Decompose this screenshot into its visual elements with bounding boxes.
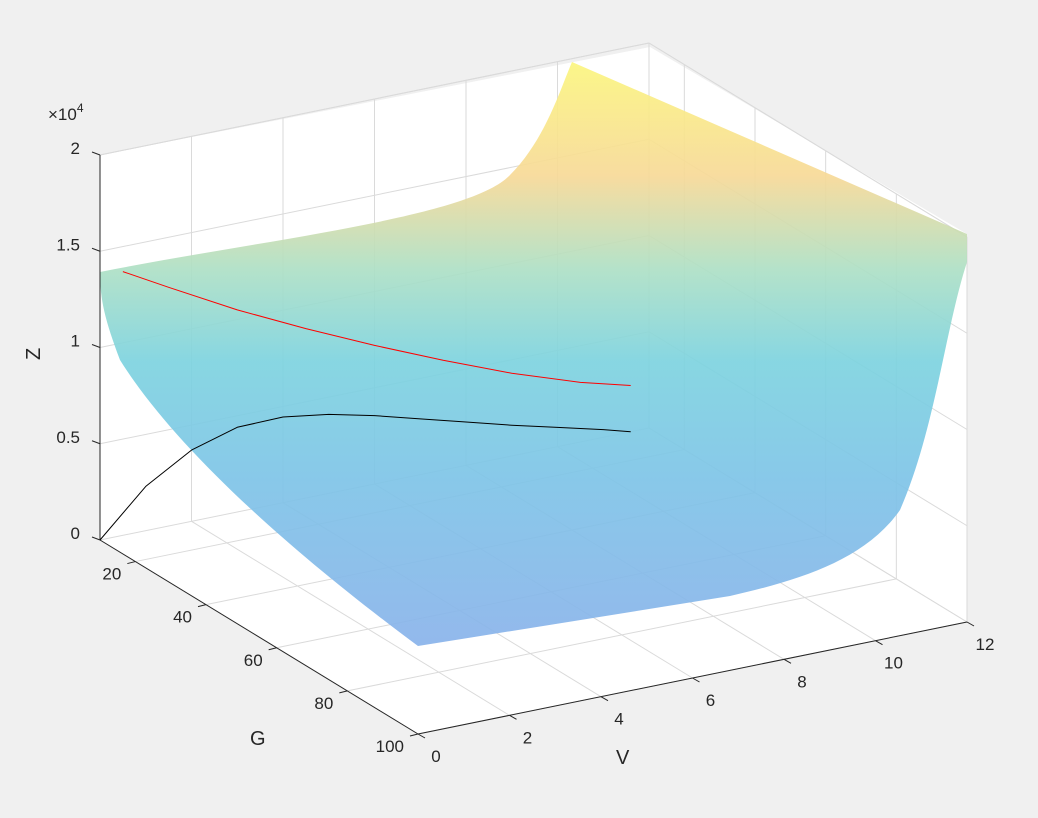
x-tick-mark bbox=[966, 621, 975, 627]
y-tick-mark bbox=[197, 604, 207, 608]
z-tick-mark bbox=[91, 247, 101, 252]
x-tick-mark bbox=[417, 733, 426, 739]
x-tick-label: 12 bbox=[976, 635, 995, 654]
y-tick-label: 100 bbox=[376, 737, 404, 756]
box-edge bbox=[99, 42, 650, 156]
y-tick-label: 80 bbox=[314, 694, 333, 713]
grid-line-g bbox=[347, 578, 897, 692]
series-curve-2 bbox=[99, 413, 631, 541]
z-tick-mark bbox=[91, 344, 101, 348]
z-tick-mark bbox=[91, 151, 101, 156]
series-curve-1 bbox=[122, 271, 631, 387]
x-tick-label: 8 bbox=[797, 672, 806, 691]
z-tick-label: 1.5 bbox=[56, 235, 80, 254]
z-exponent-power: 4 bbox=[77, 101, 84, 115]
y-tick-label: 40 bbox=[173, 608, 192, 627]
y-tick-mark bbox=[127, 561, 136, 565]
z-exponent-label: ×104 bbox=[48, 101, 84, 124]
z-tick-label: 1 bbox=[71, 332, 80, 351]
x-tick-label: 4 bbox=[614, 710, 623, 729]
tick-labels: 0 2 4 6 8 10 12 20 40 60 80 100 0 0.5 1 1.5 2 bbox=[56, 139, 994, 766]
z-tick-label: 0.5 bbox=[56, 428, 80, 447]
x-tick-label: 2 bbox=[523, 728, 532, 747]
y-tick-label: 20 bbox=[102, 565, 121, 584]
y-tick-mark bbox=[409, 733, 419, 737]
x-tick-label: 6 bbox=[706, 691, 715, 710]
surface bbox=[100, 62, 967, 646]
x-tick-mark bbox=[509, 714, 517, 720]
z-tick-label: 0 bbox=[71, 524, 80, 543]
box-edge bbox=[648, 42, 968, 238]
x-tick-mark bbox=[692, 677, 700, 683]
axes bbox=[91, 151, 975, 739]
z-tick-mark bbox=[91, 536, 101, 541]
z-tick-mark bbox=[91, 440, 101, 445]
x-tick-mark bbox=[600, 696, 609, 702]
x-tick-label: 0 bbox=[431, 747, 440, 766]
z-tick-label: 2 bbox=[71, 139, 80, 158]
y-axis-line bbox=[99, 539, 419, 735]
y-tick-mark bbox=[268, 647, 277, 651]
y-tick-mark bbox=[339, 690, 348, 694]
z-axis-label: Z bbox=[23, 348, 45, 360]
y-axis-label: G bbox=[250, 728, 266, 750]
x-tick-mark bbox=[783, 658, 792, 664]
x-tick-label: 10 bbox=[884, 654, 903, 673]
y-tick-label: 60 bbox=[244, 651, 263, 670]
x-axis-label: V bbox=[616, 747, 630, 769]
x-tick-mark bbox=[875, 640, 883, 646]
series-layer bbox=[99, 271, 631, 541]
grid-line-v bbox=[191, 520, 510, 716]
